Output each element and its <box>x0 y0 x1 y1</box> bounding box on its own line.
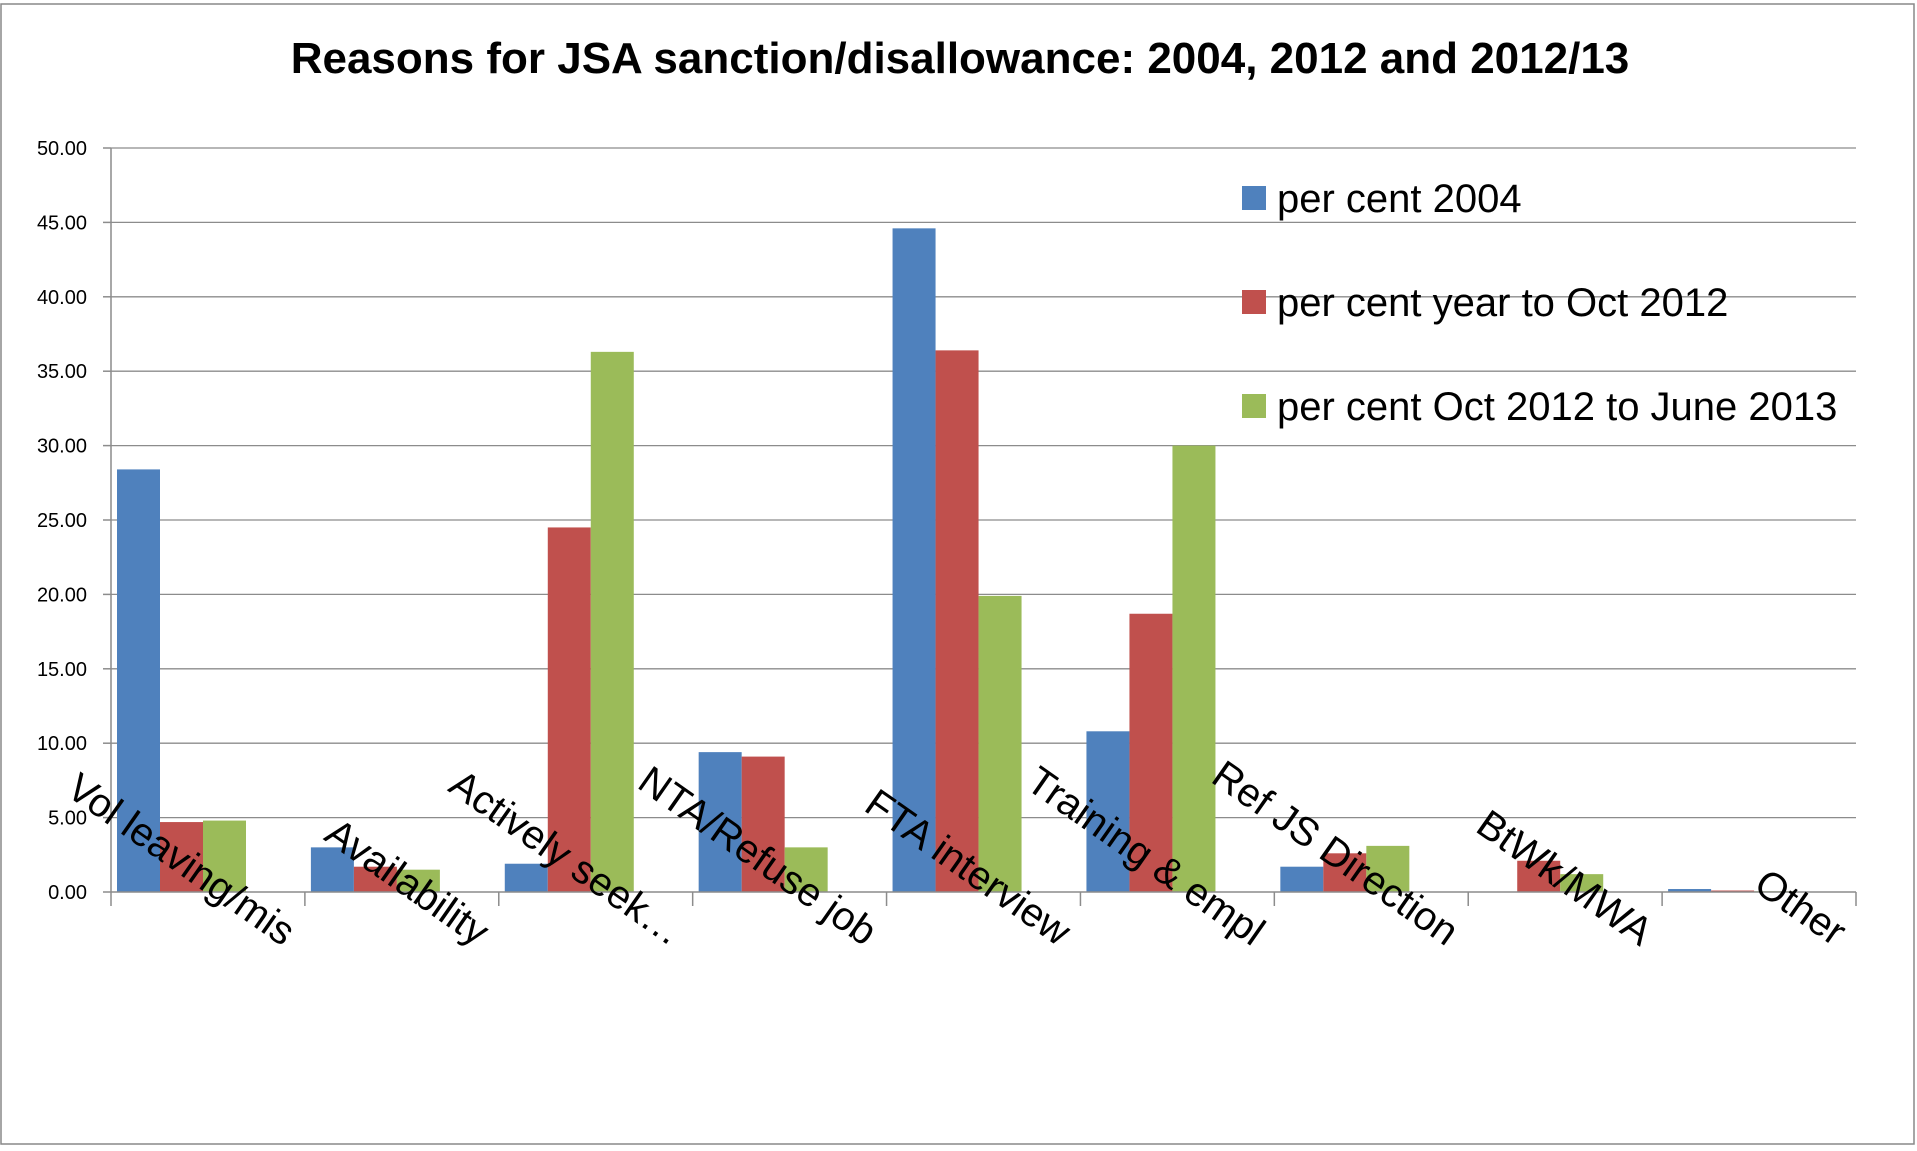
bar <box>1086 731 1130 892</box>
legend-swatch <box>1242 290 1266 314</box>
bar <box>1517 860 1561 892</box>
bar <box>117 469 160 892</box>
y-tick-label: 15.00 <box>37 659 87 681</box>
bar <box>1280 866 1324 892</box>
legend: per cent 2004 per cent year to Oct 2012 pe… <box>1242 177 1837 429</box>
bar <box>310 847 354 892</box>
bar <box>504 863 548 892</box>
y-tick-label: 5.00 <box>48 808 87 830</box>
bar <box>698 752 742 892</box>
bar <box>784 847 828 892</box>
bar <box>396 869 440 892</box>
y-tick-label: 40.00 <box>37 287 87 309</box>
bar <box>547 527 591 892</box>
bar <box>353 866 397 892</box>
bar <box>1172 445 1216 892</box>
legend-label: per cent Oct 2012 to June 2013 <box>1277 385 1837 429</box>
bars <box>117 228 1798 893</box>
legend-label: per cent 2004 <box>1277 177 1522 221</box>
bar <box>741 756 785 892</box>
y-tick-label: 10.00 <box>37 733 87 755</box>
y-tick-label: 20.00 <box>37 584 87 606</box>
bar <box>203 820 246 892</box>
bar <box>1129 613 1173 892</box>
y-tick-label: 45.00 <box>37 212 87 234</box>
y-tick-label: 30.00 <box>37 436 87 458</box>
bar <box>935 350 979 892</box>
legend-swatch <box>1242 394 1266 418</box>
bar <box>978 595 1022 892</box>
gridlines <box>111 147 1856 819</box>
bar <box>160 822 203 892</box>
bar <box>1323 853 1367 892</box>
chart-title: Reasons for JSA sanction/disallowance: 2… <box>291 34 1630 83</box>
y-tick-label: 50.00 <box>37 138 87 160</box>
legend-label: per cent year to Oct 2012 <box>1277 281 1728 325</box>
y-tick-label: 0.00 <box>48 882 87 904</box>
bar <box>1668 889 1712 892</box>
y-tick-label: 25.00 <box>37 510 87 532</box>
bar <box>590 351 634 893</box>
legend-swatch <box>1242 186 1266 210</box>
y-axis-tick-labels: 0.00 5.00 10.00 15.00 20.00 25.00 30.00 35.00 40… <box>37 138 87 904</box>
bar <box>892 228 936 893</box>
y-tick-label: 35.00 <box>37 361 87 383</box>
bar <box>1560 874 1604 892</box>
bar <box>1366 845 1410 892</box>
axes <box>103 147 1857 906</box>
